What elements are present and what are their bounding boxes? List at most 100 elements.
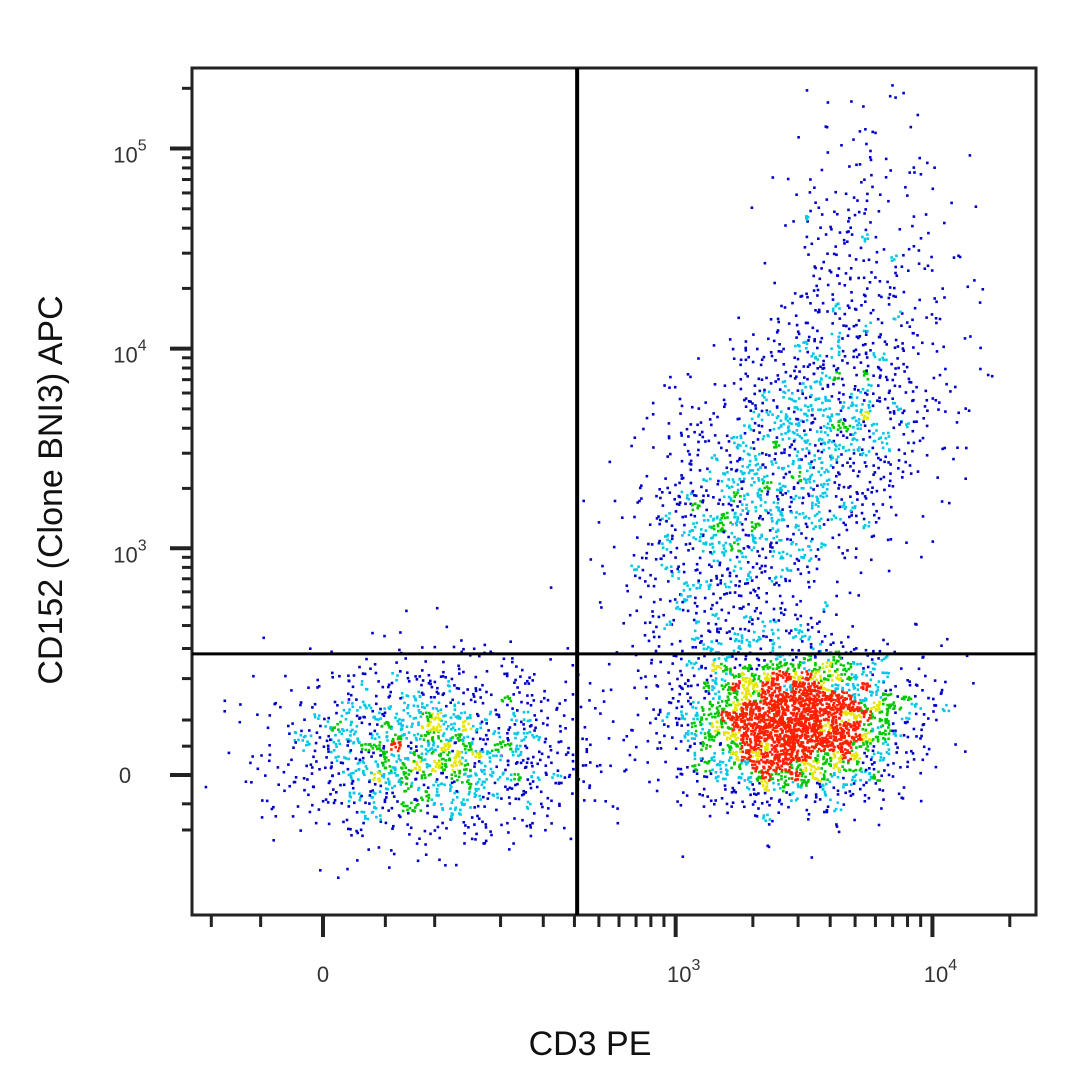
event-point — [766, 813, 769, 817]
event-point — [809, 691, 813, 694]
event-point — [826, 713, 830, 716]
event-point — [571, 718, 574, 721]
event-point — [848, 742, 852, 745]
event-point — [479, 798, 482, 801]
event-point — [413, 750, 416, 754]
event-point — [824, 737, 828, 740]
event-point — [518, 778, 521, 782]
event-point — [868, 690, 872, 693]
event-point — [396, 749, 400, 753]
event-point — [743, 732, 747, 735]
event-point — [790, 772, 794, 775]
event-point — [408, 806, 412, 810]
event-point — [520, 793, 524, 797]
event-point — [736, 488, 740, 492]
event-point — [832, 656, 835, 659]
event-point — [838, 391, 841, 395]
event-point — [522, 732, 526, 735]
event-point — [272, 839, 275, 842]
event-point — [268, 753, 272, 757]
event-point — [838, 655, 841, 658]
event-point — [906, 720, 909, 724]
event-point — [804, 766, 807, 770]
event-point — [882, 798, 885, 801]
event-point — [814, 662, 817, 665]
event-point — [776, 730, 779, 733]
event-point — [509, 778, 513, 782]
event-point — [852, 685, 855, 688]
event-point — [697, 701, 700, 704]
event-point — [902, 734, 906, 737]
event-point — [697, 667, 701, 671]
event-point — [419, 760, 422, 763]
event-point — [812, 716, 816, 720]
event-point — [813, 731, 817, 735]
event-point — [745, 726, 748, 729]
event-point — [811, 772, 814, 775]
event-point — [834, 699, 838, 702]
event-point — [754, 750, 758, 754]
event-point — [330, 761, 334, 765]
event-point — [680, 773, 684, 776]
event-point — [378, 741, 382, 744]
event-point — [716, 515, 719, 519]
event-point — [901, 347, 905, 350]
event-point — [770, 725, 774, 728]
event-point — [848, 723, 852, 726]
event-point — [738, 663, 742, 667]
event-point — [661, 719, 664, 722]
event-point — [450, 677, 454, 681]
event-point — [463, 720, 467, 723]
event-point — [861, 711, 864, 714]
event-point — [829, 759, 833, 763]
event-point — [469, 769, 472, 773]
event-point — [463, 768, 466, 771]
event-point — [783, 658, 786, 662]
event-point — [404, 771, 408, 775]
event-point — [420, 691, 424, 695]
event-point — [752, 690, 756, 693]
event-point — [831, 742, 835, 746]
event-point — [537, 738, 541, 742]
event-point — [801, 691, 805, 695]
event-point — [809, 701, 812, 705]
event-point — [663, 384, 666, 387]
event-point — [426, 739, 430, 743]
event-point — [450, 773, 454, 777]
event-point — [439, 803, 443, 806]
event-point — [414, 766, 417, 770]
event-point — [839, 663, 843, 666]
event-point — [480, 748, 484, 751]
event-point — [717, 729, 720, 732]
event-point — [416, 732, 420, 736]
event-point — [414, 675, 417, 678]
event-point — [824, 407, 828, 411]
event-point — [790, 753, 794, 756]
event-point — [504, 768, 507, 772]
event-point — [764, 679, 768, 682]
event-point — [333, 700, 337, 704]
event-point — [828, 711, 832, 715]
event-point — [351, 728, 354, 732]
event-point — [355, 829, 358, 833]
event-point — [792, 748, 796, 752]
event-point — [317, 685, 321, 688]
event-point — [760, 693, 763, 697]
event-point — [792, 690, 796, 693]
event-point — [759, 699, 763, 703]
event-point — [765, 592, 768, 595]
event-point — [765, 538, 768, 541]
event-point — [910, 702, 914, 706]
event-point — [811, 710, 815, 713]
event-point — [862, 715, 866, 719]
event-point — [702, 643, 705, 646]
event-point — [774, 770, 778, 773]
event-point — [748, 666, 751, 670]
event-point — [695, 769, 699, 772]
event-point — [417, 723, 420, 727]
event-point — [927, 747, 931, 751]
event-point — [867, 796, 871, 800]
event-point — [794, 718, 797, 721]
event-point — [754, 814, 757, 817]
event-point — [755, 722, 759, 726]
